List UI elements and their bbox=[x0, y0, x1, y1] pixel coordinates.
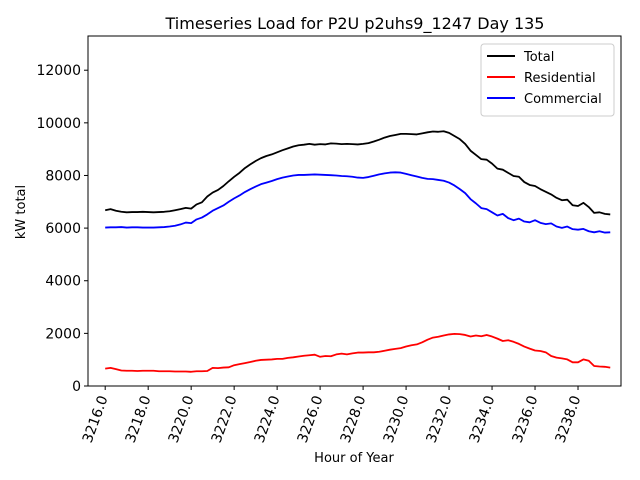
legend: Total Residential Commercial bbox=[480, 43, 615, 117]
legend-label-commercial: Commercial bbox=[524, 92, 602, 107]
y-axis: 0 2000 4000 6000 8000 10000 12000 bbox=[36, 63, 88, 395]
y-tick-label: 2000 bbox=[45, 326, 81, 342]
legend-label-total: Total bbox=[523, 50, 554, 65]
y-tick-label: 8000 bbox=[45, 168, 81, 184]
plot-frame bbox=[87, 35, 622, 387]
y-tick-label: 0 bbox=[72, 379, 81, 395]
x-axis-label: Hour of Year bbox=[314, 451, 394, 466]
y-tick-label: 10000 bbox=[36, 116, 81, 132]
series-line-residential bbox=[105, 332, 611, 373]
series-line-commercial bbox=[105, 171, 611, 234]
y-axis-label: kW total bbox=[14, 185, 29, 239]
legend-label-residential: Residential bbox=[524, 71, 596, 86]
y-tick-label: 12000 bbox=[36, 63, 81, 79]
series-layer bbox=[105, 130, 611, 373]
chart-title: Timeseries Load for P2U p2uhs9_1247 Day … bbox=[165, 14, 545, 34]
y-tick-label: 4000 bbox=[45, 274, 81, 290]
series-line-total bbox=[105, 130, 611, 216]
y-tick-label: 6000 bbox=[45, 221, 81, 237]
